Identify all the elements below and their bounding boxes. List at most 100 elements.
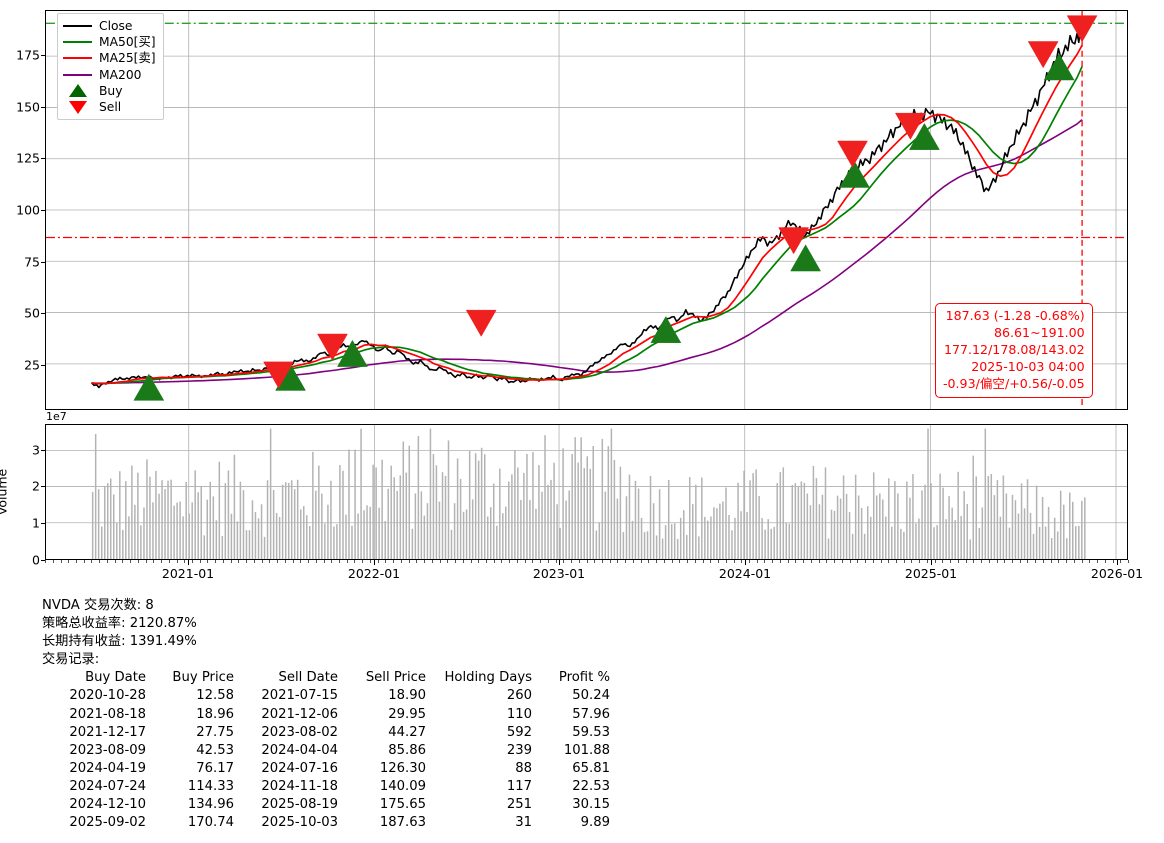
- volume-bar: [315, 490, 317, 559]
- volume-bar: [622, 532, 625, 559]
- volume-bar: [676, 538, 679, 559]
- table-cell: 114.33: [187, 778, 234, 794]
- volume-bar: [523, 472, 525, 559]
- table-row: 2024-07-24 114.33 2024-11-18 140.09 117 22.53: [42, 778, 610, 796]
- buy-marker[interactable]: [790, 244, 821, 272]
- volume-bar: [1078, 525, 1080, 559]
- sell-marker[interactable]: [1027, 41, 1059, 69]
- buy-marker[interactable]: [839, 160, 870, 188]
- volume-bar: [951, 507, 953, 559]
- volume-bar: [830, 509, 833, 559]
- volume-bar: [462, 511, 465, 559]
- volume-bar: [143, 507, 145, 559]
- table-cell: 2023-08-09: [69, 742, 146, 758]
- x-axis-minor-tickmark: [339, 560, 340, 563]
- volume-bar: [333, 526, 335, 559]
- sell-marker[interactable]: [894, 112, 926, 140]
- volume-bar: [91, 492, 94, 559]
- x-axis-minor-tickmark: [1073, 560, 1075, 563]
- x-axis-minor-tickmark: [377, 560, 379, 563]
- volume-bar: [296, 479, 299, 559]
- volume-y-tick: 0: [32, 552, 40, 568]
- volume-bar: [170, 479, 172, 559]
- volume-bar: [287, 482, 290, 559]
- volume-bar: [354, 449, 356, 559]
- x-axis-minor-tickmark: [950, 560, 952, 563]
- table-cell: 260: [506, 688, 532, 704]
- x-axis-minor-tickmark: [563, 560, 565, 563]
- x-axis-minor-tickmark: [895, 560, 897, 563]
- x-axis-minor-tickmark: [849, 560, 851, 563]
- table-cell: 9.89: [580, 815, 610, 831]
- volume-bar: [372, 464, 374, 559]
- table-cell: 29.95: [388, 706, 426, 722]
- volume-bar: [529, 500, 531, 559]
- sell-marker[interactable]: [837, 140, 868, 168]
- x-axis-minor-tickmark: [540, 560, 542, 563]
- sell-marker[interactable]: [317, 333, 348, 361]
- x-axis-minor-tickmark: [385, 560, 387, 563]
- volume-bar: [508, 481, 510, 559]
- volume-bar: [975, 476, 977, 559]
- x-axis-tickmark: [188, 560, 189, 565]
- volume-bar: [692, 504, 694, 559]
- volume-bar: [785, 522, 788, 559]
- volume-bar: [360, 428, 362, 559]
- x-axis-minor-tickmark: [795, 560, 797, 563]
- volume-bar: [119, 471, 121, 559]
- volume-bar: [993, 495, 996, 559]
- x-axis-minor-tickmark: [199, 560, 201, 563]
- legend-item-6: Sell: [62, 99, 156, 115]
- x-axis-minor-tickmark: [671, 560, 673, 563]
- volume-bar: [848, 512, 851, 559]
- table-row: 2025-09-02 170.74 2025-10-03 187.63 31 9.89: [42, 814, 610, 832]
- volume-bar: [284, 482, 287, 559]
- volume-bar: [595, 530, 598, 559]
- x-axis-minor-tickmark: [45, 560, 46, 563]
- buy-marker[interactable]: [1043, 53, 1075, 81]
- legend-line-swatch: [62, 73, 93, 76]
- buy-marker[interactable]: [337, 339, 368, 367]
- sell-marker[interactable]: [1066, 15, 1098, 43]
- x-axis-minor-tickmark: [75, 560, 77, 563]
- volume-bar: [290, 480, 293, 559]
- volume-bar: [272, 490, 275, 559]
- volume-bar: [1029, 512, 1032, 559]
- table-cell: 59.53: [572, 724, 610, 740]
- x-axis-minor-tickmark: [710, 560, 712, 563]
- x-axis-minor-tickmark: [942, 560, 944, 563]
- volume-bar: [384, 521, 386, 559]
- buy-marker[interactable]: [908, 122, 940, 150]
- x-axis-minor-tickmark: [957, 560, 959, 563]
- volume-bar: [489, 507, 492, 559]
- sell-marker[interactable]: [465, 309, 497, 337]
- volume-bar: [776, 483, 778, 559]
- volume-bar: [1014, 500, 1017, 559]
- column-header: Buy Date: [85, 670, 146, 686]
- volume-bar: [821, 494, 824, 559]
- volume-bar: [535, 508, 537, 559]
- volume-bar: [381, 459, 383, 559]
- x-axis-minor-tickmark: [640, 560, 642, 563]
- volume-bar: [571, 453, 573, 559]
- volume-bar: [306, 515, 308, 559]
- x-axis-minor-tickmark: [586, 560, 588, 563]
- legend-color-line: [63, 57, 92, 60]
- volume-bar: [583, 468, 586, 559]
- buy-marker[interactable]: [650, 315, 682, 343]
- sell-marker[interactable]: [778, 227, 810, 255]
- x-axis-minor-tickmark: [625, 560, 627, 563]
- legend-line-swatch: [62, 41, 93, 44]
- volume-bar: [405, 472, 408, 559]
- volume-bar: [1008, 527, 1011, 559]
- x-axis-minor-tickmark: [161, 560, 162, 563]
- x-axis-minor-tickmark: [694, 560, 696, 563]
- x-axis-minor-tickmark: [787, 560, 789, 563]
- volume-bar: [915, 523, 917, 559]
- volume-bar: [809, 505, 812, 559]
- volume-bar: [134, 504, 136, 559]
- x-axis-minor-tickmark: [284, 560, 286, 563]
- buy-marker[interactable]: [133, 373, 165, 401]
- volume-bar: [116, 522, 118, 559]
- sell-marker[interactable]: [263, 361, 294, 389]
